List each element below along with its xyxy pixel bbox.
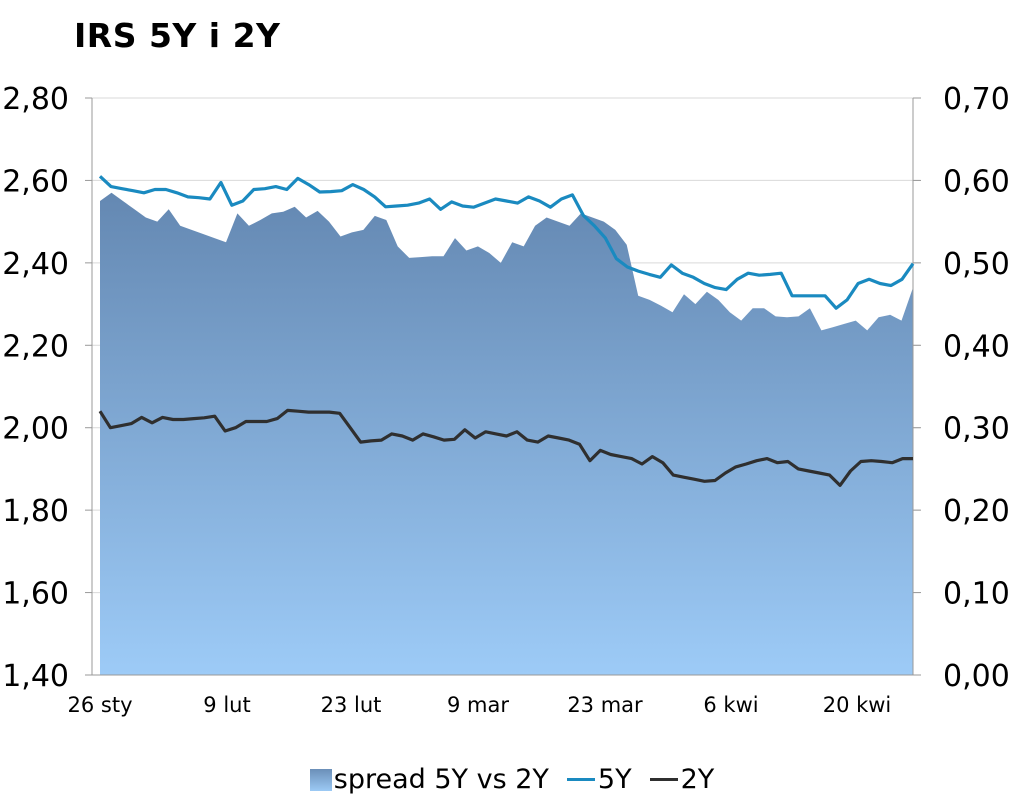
- x-tick-label: 23 lut: [321, 693, 382, 717]
- legend-label-2y: 2Y: [680, 764, 715, 795]
- series-line-2y: [98, 408, 913, 487]
- x-tick-label: 9 lut: [203, 693, 250, 717]
- left-tick-label: 1,60: [2, 577, 69, 612]
- left-tick-label: 2,40: [2, 247, 69, 282]
- legend: spread 5Y vs 2Y 5Y 2Y: [0, 764, 1024, 795]
- series-lines: [98, 175, 915, 487]
- left-tick-label: 2,20: [2, 329, 69, 364]
- left-tick-label: 2,60: [2, 164, 69, 199]
- spread-area-layer: [100, 192, 913, 676]
- right-tick-label: 0,20: [943, 494, 1010, 529]
- right-tick-label: 0,70: [943, 82, 1010, 117]
- legend-label-5y: 5Y: [597, 764, 632, 795]
- right-tick-label: 0,30: [943, 412, 1010, 447]
- right-tick-label: 0,50: [943, 247, 1010, 282]
- x-tick-label: 23 mar: [567, 693, 643, 717]
- legend-label-spread: spread 5Y vs 2Y: [333, 764, 549, 795]
- left-tick-label: 2,00: [2, 412, 69, 447]
- spread-area: [100, 192, 913, 676]
- left-tick-label: 1,40: [2, 659, 69, 694]
- legend-swatch-spread: [309, 768, 332, 791]
- x-tick-label: 20 kwi: [823, 693, 892, 717]
- right-tick-label: 0,60: [943, 164, 1010, 199]
- left-tick-label: 1,80: [2, 494, 69, 529]
- legend-item-5y: 5Y: [549, 764, 632, 795]
- axes: [85, 97, 921, 676]
- tick-labels: 2,80 0,70 2,60 0,60 2,40 0,50 2,20 0,40 2,00 0,30…: [2, 82, 1010, 717]
- right-tick-label: 0,00: [943, 659, 1010, 694]
- series-line-5y: [98, 175, 915, 310]
- x-tick-label: 6 kwi: [703, 693, 758, 717]
- legend-item-2y: 2Y: [632, 764, 715, 795]
- right-tick-label: 0,40: [943, 329, 1010, 364]
- x-tick-label: 9 mar: [447, 693, 509, 717]
- right-tick-label: 0,10: [943, 577, 1010, 612]
- legend-item-spread: spread 5Y vs 2Y: [309, 764, 549, 795]
- x-tick-label: 26 sty: [68, 693, 133, 717]
- chart-title: IRS 5Y i 2Y: [74, 16, 281, 55]
- legend-swatch-2y: [649, 778, 678, 781]
- left-tick-label: 2,80: [2, 82, 69, 117]
- legend-swatch-5y: [566, 778, 595, 781]
